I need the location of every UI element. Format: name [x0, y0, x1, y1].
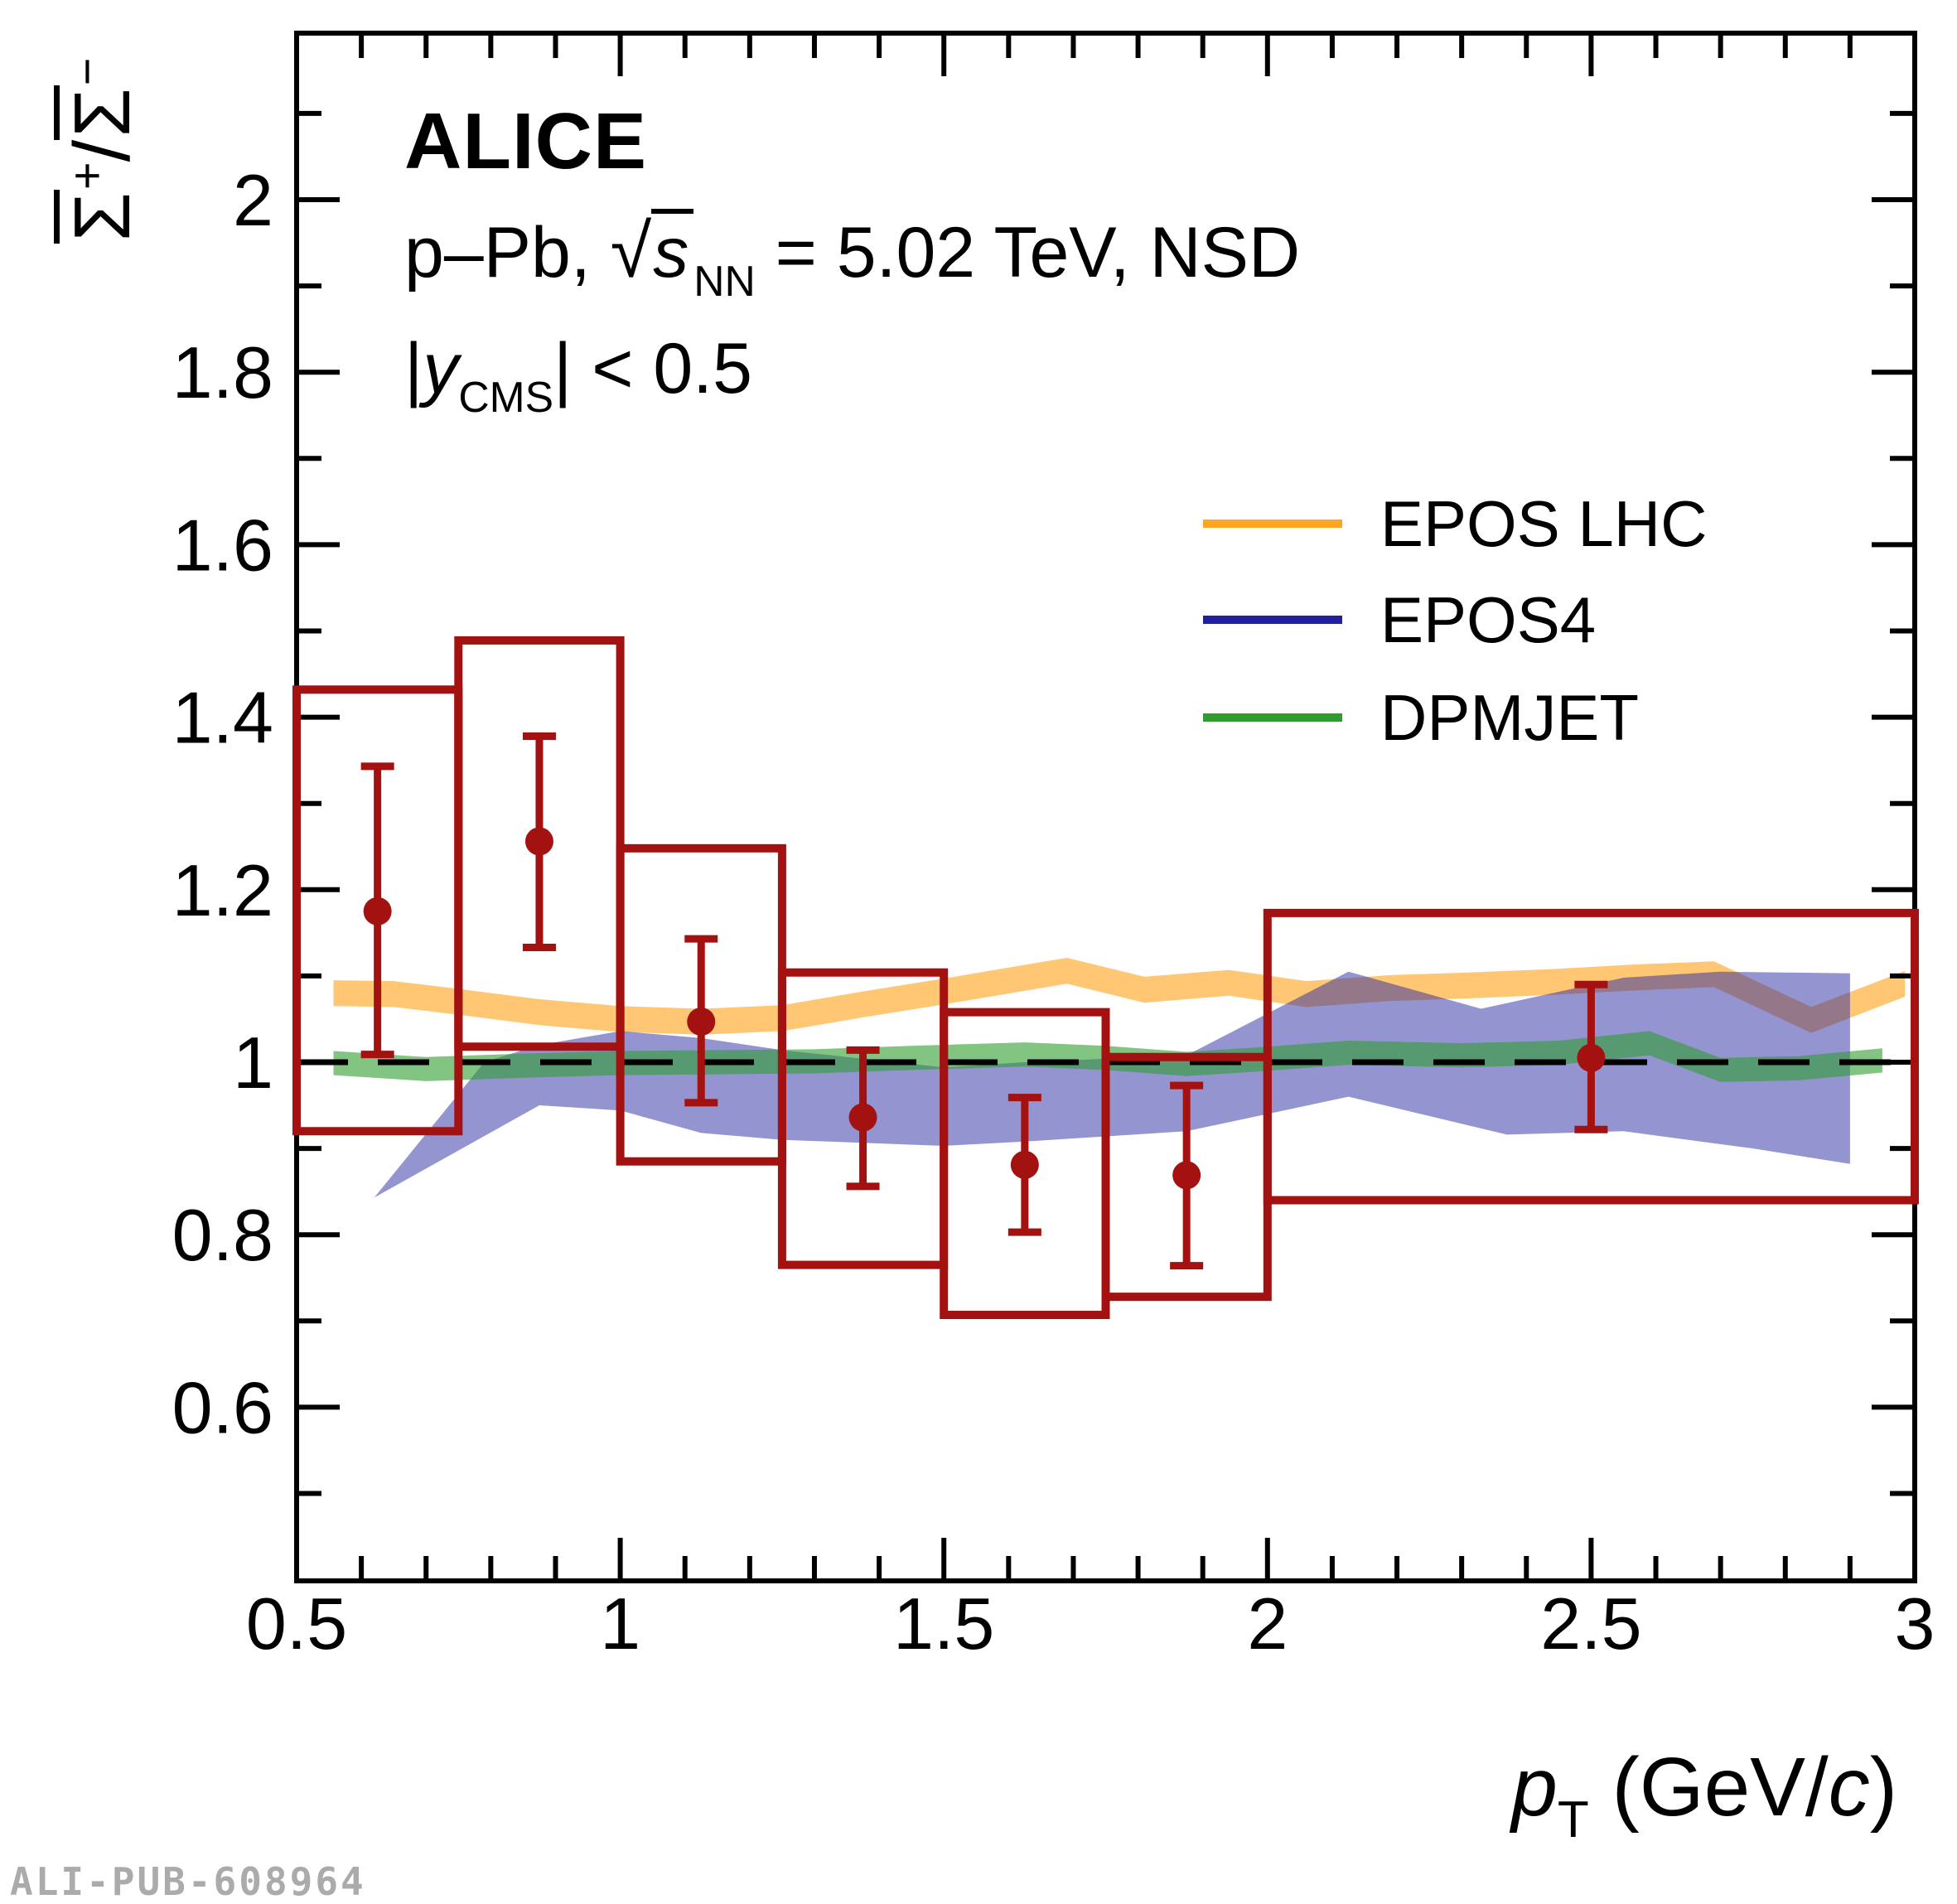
- systematic-box: [1263, 908, 1920, 1205]
- collision-system-label: p–Pb, √s NN = 5.02 TeV, NSD: [404, 209, 1301, 306]
- x-tick-label: 1.5: [893, 1583, 994, 1665]
- data-point: [363, 896, 392, 925]
- sigma-bar-plus: Σ: [54, 189, 147, 244]
- legend-label: DPMJET: [1380, 681, 1639, 754]
- y-tick-label: 0.8: [172, 1194, 273, 1276]
- x-tick-label: 0.5: [246, 1583, 347, 1665]
- x-axis-title: pT (GeV/c): [1511, 1741, 1897, 1849]
- x-tick-label: 1: [600, 1583, 640, 1665]
- band-epos-lhc: [333, 958, 1906, 1035]
- data-point: [1172, 1161, 1201, 1190]
- y-tick-label: 0.6: [172, 1366, 273, 1448]
- y-tick-label: 2: [233, 159, 273, 241]
- data-point: [524, 827, 553, 856]
- sqrt-icon: √: [610, 210, 652, 293]
- x-tick-label: 3: [1895, 1583, 1935, 1665]
- legend-item-epos-lhc: EPOS LHC: [1203, 486, 1707, 562]
- legend-label: EPOS LHC: [1380, 487, 1708, 560]
- y-axis-title: Σ+/Σ−: [54, 0, 162, 325]
- epos4-line-swatch: [1203, 616, 1342, 624]
- data-point: [1577, 1043, 1606, 1072]
- rapidity-cut-label: |yCMS| < 0.5: [404, 329, 752, 422]
- band-epos4: [374, 971, 1850, 1198]
- x-tick-label: 2.5: [1540, 1583, 1641, 1665]
- y-tick-label: 1.6: [172, 504, 273, 586]
- dpmjet-line-swatch: [1203, 713, 1342, 722]
- y-tick-label: 1.2: [172, 849, 273, 931]
- x-tick-label: 2: [1247, 1583, 1288, 1665]
- sigma-bar-minus: Σ: [54, 85, 147, 140]
- y-tick-label: 1.4: [172, 677, 273, 759]
- systematic-box: [454, 635, 625, 1051]
- alice-label: ALICE: [404, 97, 647, 186]
- legend-label: EPOS4: [1380, 583, 1597, 656]
- legend-item-dpmjet: DPMJET: [1203, 679, 1639, 756]
- legend-item-epos4: EPOS4: [1203, 582, 1596, 658]
- epos-lhc-line-swatch: [1203, 519, 1342, 528]
- y-tick-label: 1: [233, 1022, 273, 1104]
- watermark: ALI-PUB-608964: [10, 1859, 366, 1904]
- data-point: [848, 1103, 877, 1132]
- y-tick-label: 1.8: [172, 331, 273, 413]
- data-point: [1010, 1150, 1039, 1179]
- data-point: [687, 1008, 716, 1037]
